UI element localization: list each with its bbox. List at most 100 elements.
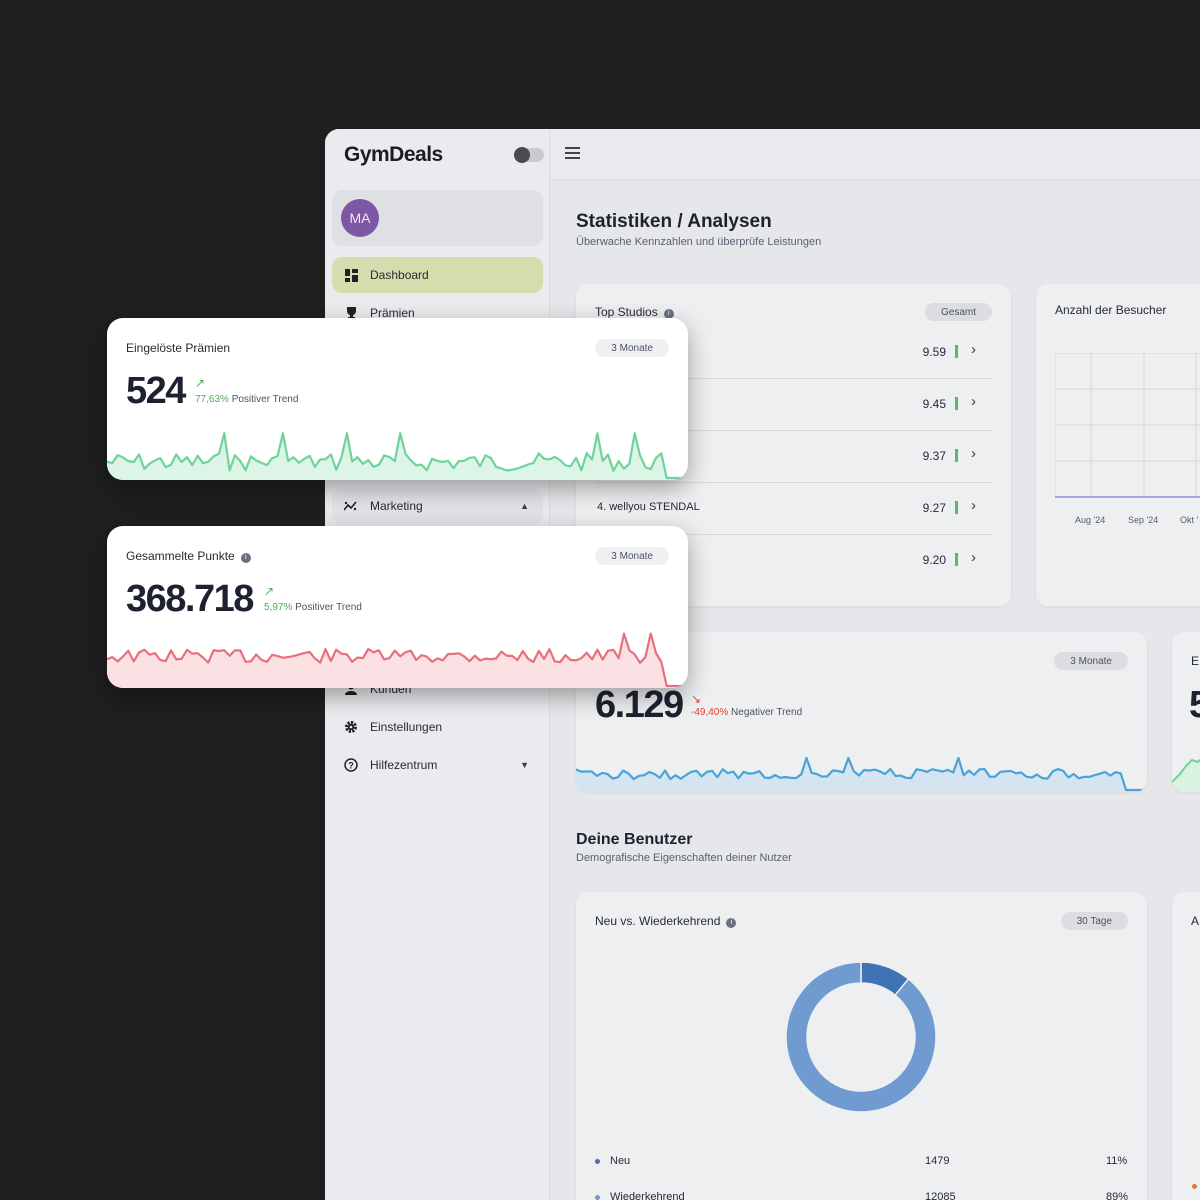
section-title: Deine Benutzer bbox=[576, 831, 693, 848]
dashboard-icon bbox=[343, 267, 359, 283]
partial-card-title: E bbox=[1191, 654, 1200, 668]
chevron-right-icon[interactable]: › bbox=[971, 549, 976, 566]
rewards-float-card: Eingelöste Prämien 3 Monate 524 ↗ 77,63%… bbox=[107, 318, 688, 480]
sidebar-item-label: Einstellungen bbox=[370, 720, 443, 734]
rewards-value: 524 bbox=[126, 370, 186, 412]
partial-card: E 5 bbox=[1172, 632, 1200, 792]
trend-pct: 5,97% bbox=[264, 602, 293, 613]
caret-up-icon: ▲ bbox=[520, 501, 529, 511]
page-subtitle: Überwache Kennzahlen und überprüfe Leist… bbox=[576, 236, 822, 248]
trend-text: 77,63% Positiver Trend bbox=[195, 394, 298, 405]
theme-toggle[interactable] bbox=[514, 147, 544, 163]
sparkline-area bbox=[107, 433, 688, 480]
sidebar-item-einstellungen[interactable]: Einstellungen bbox=[332, 709, 543, 745]
partial-users-card: A bbox=[1172, 892, 1200, 1200]
new-vs-returning-card: Neu vs. Wiederkehrend i 30 Tage Neu 1479 11… bbox=[576, 892, 1147, 1200]
visitors-card: Anzahl der Besucher Aug '24 Sep '24 Okt … bbox=[1036, 284, 1200, 606]
svg-text:?: ? bbox=[348, 761, 354, 771]
studio-score: 9.59 bbox=[922, 345, 946, 359]
legend-pct: 89% bbox=[1106, 1191, 1129, 1200]
score-bar bbox=[955, 501, 958, 514]
legend-pct: 11% bbox=[1106, 1155, 1128, 1167]
partial-sparkline bbox=[1172, 758, 1200, 792]
trend-up-icon: ↗ bbox=[195, 376, 206, 390]
trend-pct: 77,63% bbox=[195, 394, 229, 405]
visits-sparkline bbox=[576, 756, 1147, 792]
avatar: MA bbox=[341, 199, 379, 237]
score-bar bbox=[955, 397, 958, 410]
studio-row[interactable]: 4. wellyou STENDAL 9.27 › bbox=[595, 483, 992, 535]
top-studios-title: Top Studios bbox=[595, 305, 658, 319]
studio-row[interactable]: 9.37 › bbox=[595, 431, 992, 483]
chevron-right-icon[interactable]: › bbox=[971, 497, 976, 514]
x-tick: Sep '24 bbox=[1128, 515, 1159, 525]
studio-score: 9.27 bbox=[922, 501, 946, 515]
filter-pill[interactable]: 30 Tage bbox=[1060, 912, 1128, 930]
legend-dot bbox=[1192, 1184, 1197, 1189]
points-title: Gesammelte Punkte bbox=[126, 549, 235, 563]
legend-dot bbox=[595, 1159, 600, 1164]
filter-pill[interactable]: 3 Monate bbox=[1054, 652, 1128, 670]
legend-value: 1479 bbox=[925, 1155, 950, 1167]
donut-slice-1[interactable] bbox=[786, 962, 936, 1112]
card-title: Neu vs. Wiederkehrend i bbox=[595, 914, 737, 928]
visitors-grid bbox=[1055, 353, 1200, 498]
legend-value: 12085 bbox=[925, 1191, 956, 1200]
nvr-title: Neu vs. Wiederkehrend bbox=[595, 914, 721, 928]
sparkline-area bbox=[576, 758, 1147, 792]
user-box[interactable]: MA bbox=[332, 190, 543, 246]
info-icon[interactable]: i bbox=[726, 918, 737, 928]
trend-label: Positiver Trend bbox=[295, 602, 362, 613]
legend-name: Wiederkehrend bbox=[610, 1191, 685, 1200]
partial-card-value: 5 bbox=[1189, 684, 1200, 726]
sparkle-chart-icon bbox=[343, 498, 359, 514]
points-value: 368.718 bbox=[126, 578, 254, 620]
studio-score: 9.37 bbox=[922, 449, 946, 463]
sidebar-item-dashboard[interactable]: Dashboard bbox=[332, 257, 543, 293]
page-title: Statistiken / Analysen bbox=[576, 211, 772, 232]
donut-chart bbox=[786, 962, 936, 1112]
help-icon: ? bbox=[343, 757, 359, 773]
trend-text: -49,40% Negativer Trend bbox=[691, 707, 802, 718]
score-bar bbox=[955, 553, 958, 566]
gear-icon bbox=[343, 719, 359, 735]
score-bar bbox=[955, 345, 958, 358]
trend-down-icon: ↘ bbox=[691, 692, 702, 706]
rewards-title: Eingelöste Prämien bbox=[126, 341, 231, 355]
x-tick: Okt ' bbox=[1180, 515, 1199, 525]
filter-pill[interactable]: 3 Monate bbox=[595, 547, 669, 565]
trend-label: Negativer Trend bbox=[731, 707, 803, 718]
chevron-right-icon[interactable]: › bbox=[971, 445, 976, 462]
trend-text: 5,97% Positiver Trend bbox=[264, 602, 362, 613]
info-icon[interactable]: i bbox=[663, 309, 674, 319]
sidebar-item-marketing[interactable]: Marketing ▲ bbox=[332, 488, 543, 524]
menu-icon[interactable] bbox=[565, 147, 580, 162]
filter-pill[interactable]: 3 Monate bbox=[595, 339, 669, 357]
section-subtitle: Demografische Eigenschaften deiner Nutze… bbox=[576, 852, 792, 864]
caret-down-icon: ▼ bbox=[520, 760, 529, 770]
trend-up-icon: ↗ bbox=[264, 584, 275, 598]
sidebar-item-hilfezentrum[interactable]: ? Hilfezentrum ▼ bbox=[332, 747, 543, 783]
chevron-right-icon[interactable]: › bbox=[971, 393, 976, 410]
rewards-sparkline bbox=[107, 432, 688, 480]
sidebar-item-label: Marketing bbox=[370, 499, 423, 513]
studio-score: 9.20 bbox=[922, 553, 946, 567]
visitors-title: Anzahl der Besucher bbox=[1055, 303, 1167, 317]
legend-name: Neu bbox=[610, 1155, 631, 1167]
card-title: Top Studios i bbox=[595, 305, 674, 319]
studio-name: 4. wellyou STENDAL bbox=[597, 501, 700, 513]
sparkline-line bbox=[576, 756, 1147, 792]
topbar bbox=[550, 129, 1200, 180]
score-bar bbox=[955, 449, 958, 462]
chevron-right-icon[interactable]: › bbox=[971, 341, 976, 358]
info-icon[interactable]: i bbox=[240, 553, 251, 563]
visits-value: 6.129 bbox=[595, 684, 684, 726]
toggle-knob bbox=[514, 147, 530, 163]
sparkline-line bbox=[107, 632, 688, 688]
points-float-card: Gesammelte Punkte i 3 Monate 368.718 ↗ 5,… bbox=[107, 526, 688, 688]
partial-users-title: A bbox=[1191, 914, 1200, 928]
studio-score: 9.45 bbox=[922, 397, 946, 411]
filter-pill[interactable]: Gesamt bbox=[924, 303, 992, 321]
trend-label: Positiver Trend bbox=[231, 394, 299, 405]
x-tick: Aug '24 bbox=[1075, 515, 1106, 525]
